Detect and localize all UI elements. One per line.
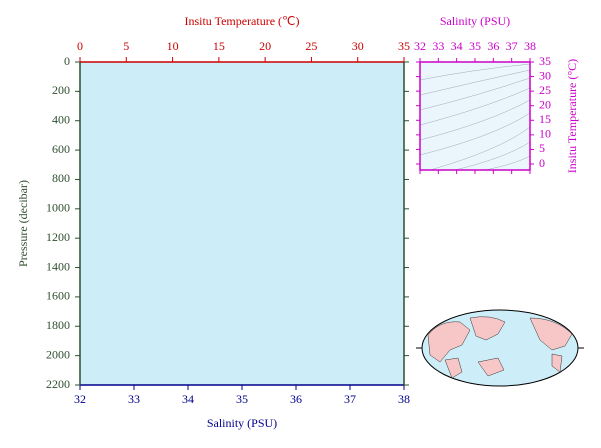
x-tick-label: 32 (414, 39, 426, 53)
y-tick-label: 35 (539, 54, 551, 68)
y-tick-label: 2000 (46, 347, 70, 361)
x2-tick-label: 5 (123, 39, 129, 53)
y-tick-label: 400 (52, 112, 70, 126)
y-axis-title: Pressure (decibar) (16, 180, 30, 267)
x2-axis-title: Insitu Temperature (℃) (184, 14, 299, 28)
x-tick-label: 36 (290, 392, 302, 406)
world-map (416, 309, 584, 387)
x-tick-label: 37 (506, 39, 518, 53)
x2-tick-label: 15 (213, 39, 225, 53)
x-tick-label: 36 (487, 39, 499, 53)
y-tick-label: 0 (64, 54, 70, 68)
inset-area (420, 62, 530, 170)
x2-tick-label: 10 (167, 39, 179, 53)
y-tick-label: 600 (52, 142, 70, 156)
x-tick-label: 33 (432, 39, 444, 53)
y-tick-label: 800 (52, 171, 70, 185)
x-tick-label: 37 (344, 392, 356, 406)
y-tick-label: 1800 (46, 318, 70, 332)
x-axis-title: Salinity (PSU) (440, 14, 510, 28)
y-tick-label: 30 (539, 68, 551, 82)
y-tick-label: 25 (539, 83, 551, 97)
y-tick-label: 200 (52, 83, 70, 97)
y-tick-label: 1600 (46, 289, 70, 303)
plot-area (80, 62, 404, 385)
x-tick-label: 35 (469, 39, 481, 53)
x-tick-label: 38 (398, 392, 410, 406)
y-tick-label: 15 (539, 112, 551, 126)
x-tick-label: 38 (524, 39, 536, 53)
x2-tick-label: 30 (352, 39, 364, 53)
x-tick-label: 32 (74, 392, 86, 406)
ts-contours (419, 63, 531, 171)
x2-tick-label: 35 (398, 39, 410, 53)
x-tick-label: 35 (236, 392, 248, 406)
y-tick-label: 0 (539, 156, 545, 170)
y-tick-label: 5 (539, 141, 545, 155)
y-tick-label: 1400 (46, 259, 70, 273)
y-tick-label: 1000 (46, 201, 70, 215)
y-tick-label: 2200 (46, 377, 70, 391)
y-tick-label: 20 (539, 97, 551, 111)
x2-tick-label: 25 (305, 39, 317, 53)
y-axis-title: Insitu Temperature (°C) (565, 59, 579, 173)
x-tick-label: 33 (128, 392, 140, 406)
y-tick-label: 1200 (46, 230, 70, 244)
y-tick-label: 10 (539, 127, 551, 141)
x-tick-label: 34 (451, 39, 463, 53)
x-tick-label: 34 (182, 392, 194, 406)
x2-tick-label: 20 (259, 39, 271, 53)
x-axis-title: Salinity (PSU) (207, 416, 277, 430)
x2-tick-label: 0 (77, 39, 83, 53)
